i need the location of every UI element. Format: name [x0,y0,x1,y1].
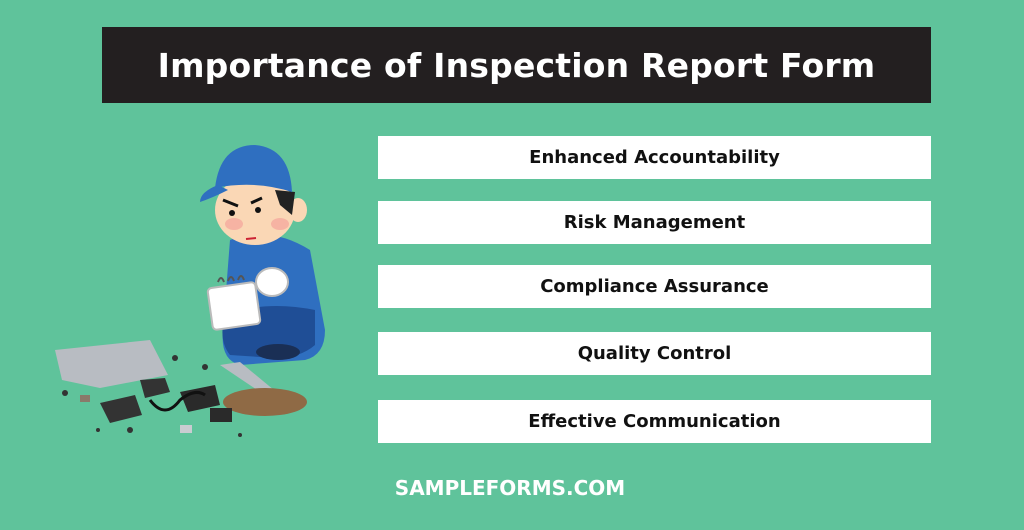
inspector-illustration [55,145,325,437]
page-title: Importance of Inspection Report Form [157,45,876,85]
list-item: Compliance Assurance [378,265,931,308]
list-item-label: Effective Communication [528,411,781,432]
footer-brand: SAMPLEFORMS.COM [394,476,626,500]
list-item-label: Quality Control [577,343,732,364]
list-item: Effective Communication [378,400,931,443]
title-bar: Importance of Inspection Report Form [102,27,931,103]
list-item: Quality Control [378,332,931,375]
list-item: Enhanced Accountability [378,136,931,179]
list-item: Risk Management [378,201,931,244]
list-item-label: Enhanced Accountability [529,147,780,168]
list-item-label: Compliance Assurance [540,276,769,297]
list-item-label: Risk Management [563,212,746,233]
